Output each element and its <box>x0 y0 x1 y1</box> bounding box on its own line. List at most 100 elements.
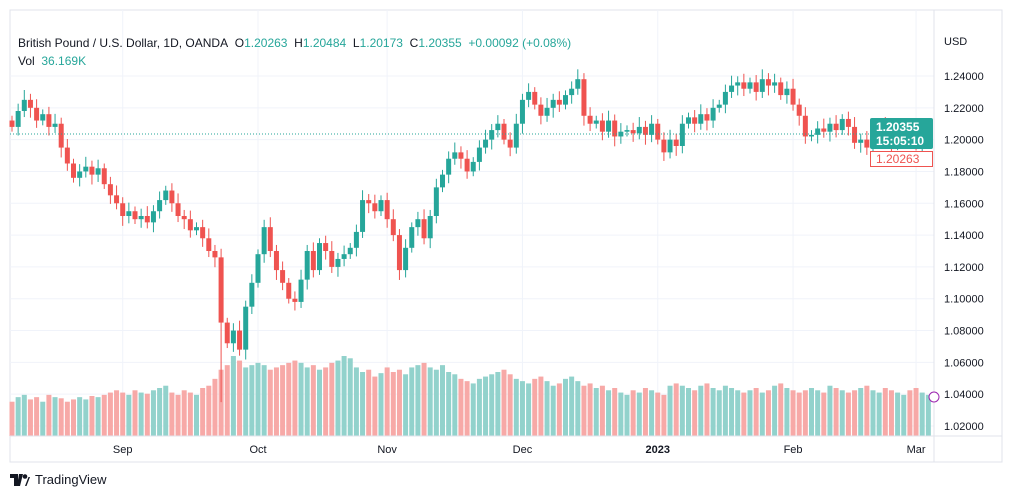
volume-bar <box>618 392 624 436</box>
volume-bar <box>273 367 279 436</box>
volume-bar <box>427 367 433 436</box>
volume-bar <box>329 362 335 436</box>
candle-body <box>347 247 353 255</box>
open-label: O <box>234 36 245 50</box>
volume-bar <box>796 392 802 436</box>
candle-body <box>200 227 206 239</box>
candle-body <box>550 99 556 108</box>
volume-bar <box>390 372 396 436</box>
candle-body <box>729 85 735 92</box>
candle-body <box>790 88 796 105</box>
volume-bar <box>661 394 667 436</box>
candle-body <box>120 203 126 216</box>
candle-body <box>243 306 249 350</box>
candle-body <box>89 166 95 175</box>
volume-bar <box>261 365 267 436</box>
volume-bar <box>21 394 27 436</box>
volume-bar <box>353 367 359 436</box>
volume-bar <box>925 394 931 436</box>
candle-body <box>538 104 544 116</box>
volume-bar <box>642 388 648 436</box>
volume-bar <box>895 392 901 436</box>
candle-body <box>212 250 218 258</box>
open-price-badge <box>870 151 933 167</box>
candle-body <box>686 117 691 124</box>
alert-marker-icon <box>928 391 940 403</box>
volume-bar <box>163 385 169 436</box>
candle-body <box>649 123 655 135</box>
candle-body <box>802 115 808 137</box>
volume-bar <box>415 365 421 436</box>
volume-bar <box>409 367 415 436</box>
candle-body <box>175 203 181 216</box>
volume-bar <box>175 394 181 436</box>
volume-bar <box>519 381 525 436</box>
candle-body <box>809 134 814 137</box>
candle-body <box>317 243 322 271</box>
price-tick-label: 1.16000 <box>944 198 984 210</box>
volume-bar <box>747 390 753 436</box>
volume-bar <box>599 385 605 436</box>
candle-body <box>612 120 618 137</box>
candle-body <box>630 130 636 134</box>
volume-bar <box>64 401 70 436</box>
candle-body <box>495 123 501 131</box>
candle-body <box>46 114 52 127</box>
candle-body <box>83 166 89 172</box>
volume-bar <box>882 388 888 436</box>
chart-legend: British Pound / U.S. Dollar, 1D, OANDA O… <box>18 34 571 70</box>
volume-bar <box>802 390 808 436</box>
price-tick-label: 1.08000 <box>944 326 984 338</box>
volume-bar <box>686 388 691 436</box>
time-tick-label: Feb <box>784 444 803 456</box>
candle-body <box>107 184 113 196</box>
candle-body <box>237 330 243 350</box>
volume-bar <box>243 367 249 436</box>
volume-bar <box>735 390 741 436</box>
candle-body <box>513 123 519 148</box>
volume-bar <box>194 394 199 436</box>
candle-body <box>267 227 273 251</box>
candle-body <box>95 168 101 175</box>
volume-bar <box>538 376 544 436</box>
time-tick-label: Dec <box>513 444 533 456</box>
candle-body <box>526 91 532 100</box>
candle-body <box>698 114 704 124</box>
candle-body <box>433 187 439 216</box>
candle-body <box>58 123 64 148</box>
candle-body <box>378 200 384 212</box>
candle-body <box>556 99 562 105</box>
candle-body <box>403 247 409 271</box>
candle-body <box>636 126 642 134</box>
candle-body <box>181 215 187 220</box>
candle-body <box>501 123 507 140</box>
volume-bar <box>901 394 907 436</box>
candle-body <box>667 139 673 153</box>
volume-bar <box>310 365 316 436</box>
tradingview-logo[interactable]: TradingView <box>10 472 107 487</box>
volume-bar <box>655 392 661 436</box>
volume-bar <box>323 367 329 436</box>
volume-bar <box>341 356 347 436</box>
candle-body <box>206 238 212 251</box>
volume-bar <box>280 365 286 436</box>
candle-body <box>421 219 427 239</box>
low-value: 1.20173 <box>359 36 403 50</box>
volume-bar <box>200 388 206 436</box>
candle-body <box>409 227 415 248</box>
volume-bar <box>526 383 532 436</box>
volume-bar <box>71 399 76 436</box>
candle-body <box>587 115 593 124</box>
volume-bar <box>464 381 470 436</box>
volume-bar <box>636 392 642 436</box>
volume-bar <box>765 390 771 436</box>
volume-bar <box>169 392 175 436</box>
volume-bar <box>212 378 218 436</box>
volume-bar <box>839 390 845 436</box>
volume-bar <box>913 388 919 436</box>
candle-body <box>64 147 70 164</box>
symbol-title: British Pound / U.S. Dollar, 1D, OANDA <box>18 36 229 50</box>
volume-bar <box>845 392 851 436</box>
volume-bar <box>206 385 212 436</box>
